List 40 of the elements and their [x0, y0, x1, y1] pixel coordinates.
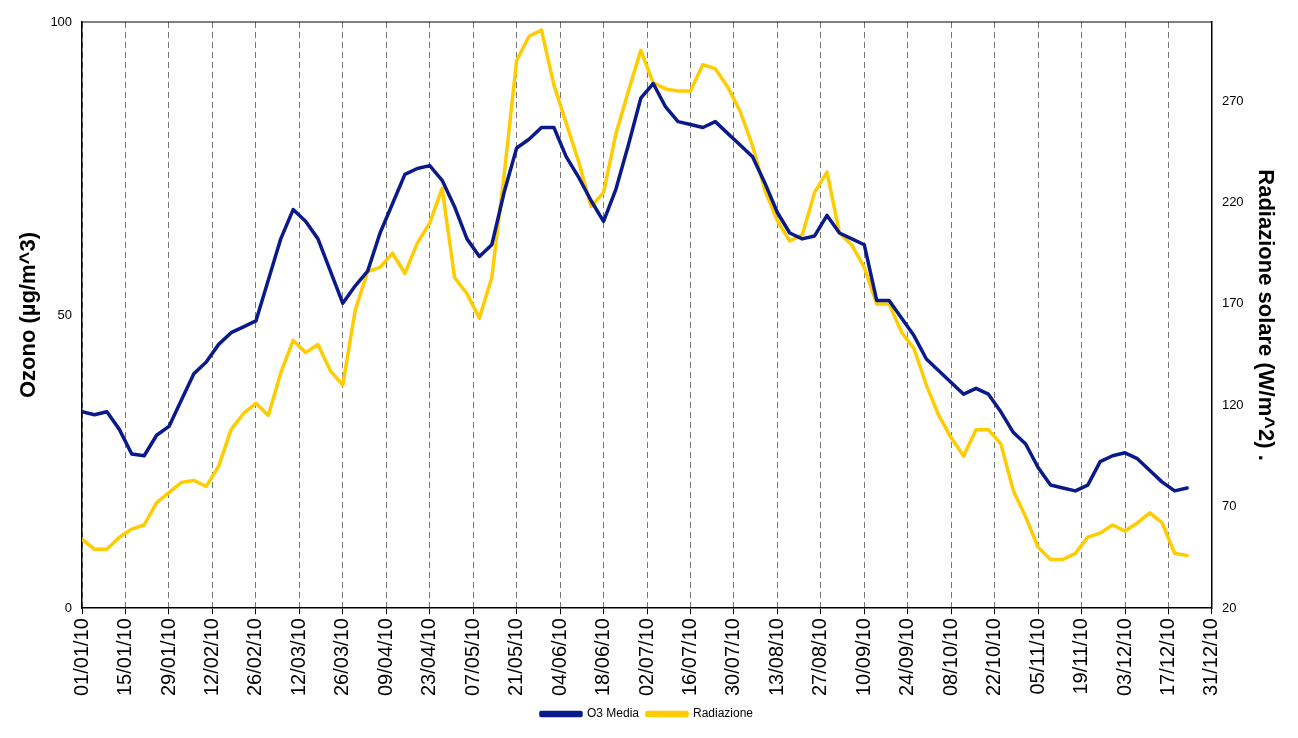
x-tick-label: 21/05/10 — [504, 618, 527, 697]
x-tick-label: 12/02/10 — [199, 618, 222, 697]
x-tick-label: 13/08/10 — [764, 618, 787, 697]
y-axis-title: Ozono (µg/m^3) — [15, 232, 41, 399]
x-tick-label: 26/03/10 — [330, 618, 353, 697]
x-tick-label: 16/07/10 — [677, 618, 700, 697]
x-tick-label: 10/09/10 — [851, 618, 874, 697]
x-tick-label: 12/03/10 — [286, 618, 309, 697]
y2-tick-label: 120 — [1221, 396, 1244, 412]
x-tick-label: 19/11/10 — [1069, 618, 1092, 695]
x-tick-label: 31/12/10 — [1199, 618, 1222, 697]
x-tick-label: 01/01/10 — [69, 618, 92, 697]
legend-label: Radiazione — [692, 706, 754, 721]
y-tick-label: 100 — [50, 13, 73, 29]
x-tick-label: 02/07/10 — [634, 618, 657, 697]
x-tick-label: 29/01/10 — [156, 618, 179, 697]
x-tick-label: 22/10/10 — [982, 618, 1005, 697]
y2-tick-label: 220 — [1221, 194, 1244, 210]
x-tick-label: 04/06/10 — [547, 618, 570, 697]
x-tick-label: 23/04/10 — [417, 618, 440, 697]
x-tick-label: 03/12/10 — [1112, 618, 1135, 697]
x-tick-label: 05/11/10 — [1025, 618, 1048, 695]
y2-tick-label: 270 — [1221, 92, 1244, 108]
y2-tick-label: 170 — [1221, 295, 1244, 311]
x-tick-label: 30/07/10 — [721, 618, 744, 697]
y2-tick-label: 70 — [1221, 498, 1237, 514]
y2-axis-title: Radiazione solare (W/m^2) . — [1253, 169, 1279, 461]
x-tick-label: 27/08/10 — [808, 618, 831, 697]
x-tick-label: 09/04/10 — [373, 618, 396, 697]
x-tick-label: 15/01/10 — [113, 618, 136, 697]
x-tick-label: 26/02/10 — [243, 618, 266, 697]
y-tick-label: 50 — [57, 306, 73, 322]
x-tick-label: 17/12/10 — [1155, 618, 1178, 697]
x-tick-label: 08/10/10 — [938, 618, 961, 697]
y-tick-label: 0 — [64, 599, 73, 615]
legend-label: O3 Media — [586, 706, 640, 721]
x-tick-label: 07/05/10 — [460, 618, 483, 697]
y2-tick-label: 20 — [1221, 599, 1237, 615]
x-tick-label: 18/06/10 — [591, 618, 614, 697]
x-tick-label: 24/09/10 — [895, 618, 918, 697]
